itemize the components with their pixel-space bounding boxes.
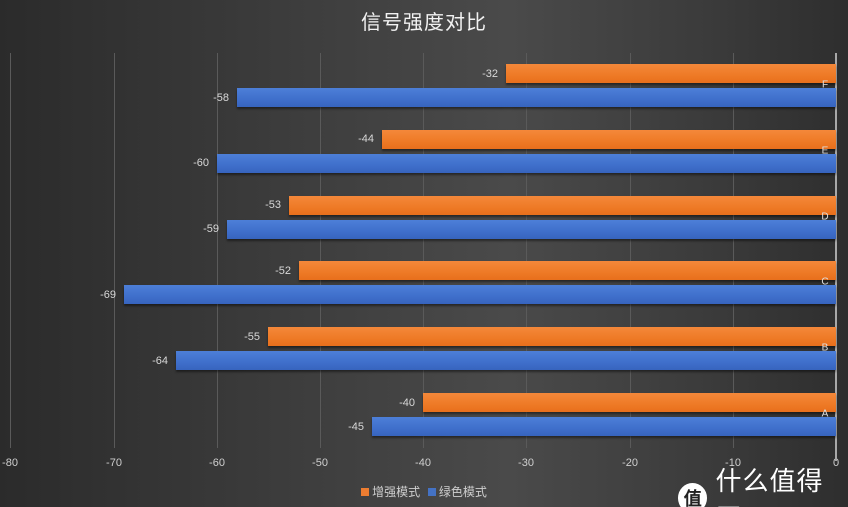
bar-enhanced-e[interactable] bbox=[382, 130, 836, 149]
gridline bbox=[526, 53, 527, 448]
x-tick-label: -80 bbox=[2, 457, 18, 469]
legend: 增强模式 绿色模式 bbox=[0, 483, 848, 500]
data-label: -32 bbox=[482, 68, 498, 80]
bar-green-f[interactable] bbox=[237, 88, 836, 107]
data-label: -59 bbox=[203, 223, 219, 235]
legend-swatch-orange bbox=[361, 487, 370, 496]
data-label: -69 bbox=[100, 289, 116, 301]
gridline bbox=[320, 53, 321, 448]
category-label: E bbox=[821, 145, 829, 157]
chart-title: 信号强度对比 bbox=[361, 10, 487, 34]
gridline bbox=[630, 53, 631, 448]
data-label: -52 bbox=[275, 265, 291, 277]
data-label: -40 bbox=[399, 397, 415, 409]
data-label: -64 bbox=[152, 355, 168, 367]
category-label: F bbox=[821, 79, 829, 91]
legend-item-enhanced[interactable]: 增强模式 bbox=[361, 483, 420, 500]
gridline bbox=[423, 53, 424, 448]
gridline bbox=[733, 53, 734, 448]
category-axis bbox=[835, 53, 837, 461]
bar-green-a[interactable] bbox=[372, 417, 836, 436]
x-tick-label: -70 bbox=[106, 457, 122, 469]
watermark: 值 什么值得买 bbox=[678, 461, 848, 507]
category-label: B bbox=[821, 342, 829, 354]
x-tick-label: -30 bbox=[518, 457, 534, 469]
category-label: A bbox=[821, 408, 829, 420]
bar-enhanced-a[interactable] bbox=[423, 393, 836, 412]
bar-enhanced-c[interactable] bbox=[299, 261, 836, 280]
data-label: -44 bbox=[358, 133, 374, 145]
x-tick-label: -20 bbox=[622, 457, 638, 469]
smzdm-logo-icon: 值 bbox=[678, 483, 708, 507]
data-label: -60 bbox=[193, 157, 209, 169]
category-label: D bbox=[821, 211, 829, 223]
bar-green-b[interactable] bbox=[176, 351, 836, 370]
x-tick-label: 0 bbox=[832, 457, 840, 469]
legend-item-green[interactable]: 绿色模式 bbox=[427, 483, 487, 500]
bar-green-e[interactable] bbox=[217, 154, 836, 173]
x-tick-label: -60 bbox=[209, 457, 225, 469]
data-label: -53 bbox=[265, 199, 281, 211]
gridline bbox=[217, 53, 218, 448]
legend-label: 增强模式 bbox=[372, 485, 421, 499]
bar-enhanced-b[interactable] bbox=[268, 327, 836, 346]
gridline bbox=[114, 53, 115, 448]
x-tick-label: -10 bbox=[725, 457, 741, 469]
watermark-text: 什么值得买 bbox=[715, 467, 824, 507]
bar-enhanced-d[interactable] bbox=[289, 196, 836, 215]
category-label: C bbox=[821, 276, 829, 288]
data-label: -45 bbox=[348, 421, 364, 433]
x-tick-label: -40 bbox=[415, 457, 431, 469]
x-tick-label: -50 bbox=[312, 457, 328, 469]
legend-swatch-blue bbox=[427, 487, 436, 496]
bar-enhanced-f[interactable] bbox=[506, 64, 836, 83]
legend-label: 绿色模式 bbox=[438, 485, 487, 499]
bar-green-d[interactable] bbox=[227, 220, 836, 239]
gridline bbox=[10, 53, 11, 448]
data-label: -58 bbox=[213, 92, 229, 104]
data-label: -55 bbox=[244, 331, 260, 343]
bar-green-c[interactable] bbox=[124, 285, 836, 304]
